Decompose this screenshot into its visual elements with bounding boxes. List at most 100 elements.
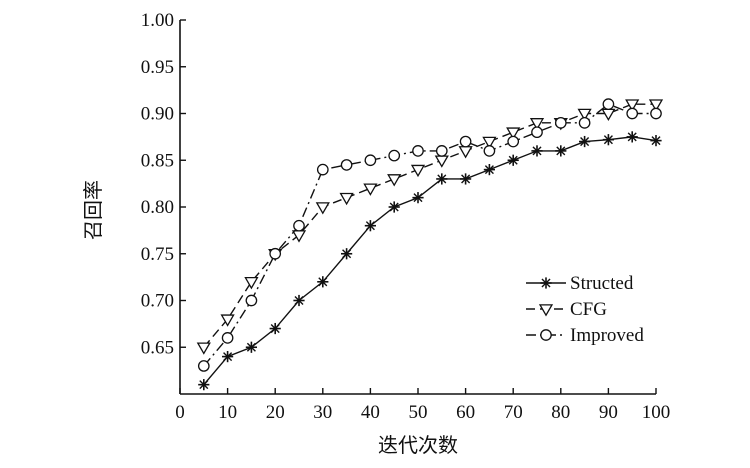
data-point: [364, 154, 377, 167]
star-stroke: [342, 249, 352, 259]
data-point: [460, 173, 472, 185]
x-tick-label: 10: [218, 402, 237, 423]
data-point: [625, 99, 640, 112]
data-point: [269, 247, 282, 260]
data-point: [269, 322, 281, 335]
x-tick-label: 50: [409, 402, 428, 423]
y-tick-label: 0.85: [141, 150, 174, 171]
x-tick-label: 90: [599, 402, 618, 423]
data-point: [531, 126, 543, 139]
axes: 0.65 0.70 0.75 0.80 0.85 0.90 0.95 1.00 0 10 20 30 4…: [141, 10, 671, 423]
star-stroke: [484, 165, 494, 175]
data-point: [244, 276, 259, 290]
series-improved: [197, 98, 662, 372]
x-tick-label: 70: [504, 402, 523, 423]
star-stroke: [413, 193, 423, 203]
data-point: [341, 248, 353, 260]
star-stroke: [651, 136, 661, 146]
data-point: [220, 314, 235, 327]
data-point: [315, 202, 330, 215]
y-tick-label: 0.65: [141, 337, 174, 358]
legend-label: Structed: [570, 273, 634, 294]
star-stroke: [508, 155, 518, 165]
series-structed: [198, 131, 662, 391]
star-stroke: [199, 380, 209, 390]
star-stroke: [294, 295, 304, 306]
y-tick-label: 0.80: [141, 197, 174, 218]
data-point: [507, 135, 520, 148]
star-stroke: [556, 146, 566, 156]
data-point: [529, 118, 545, 131]
y-tick-label: 0.90: [141, 104, 174, 125]
x-tick-label: 80: [551, 402, 570, 423]
star-stroke: [246, 342, 256, 352]
data-point: [626, 107, 639, 120]
legend-item: Improved: [526, 325, 644, 346]
star-stroke: [461, 174, 471, 184]
data-point: [410, 164, 426, 178]
data-point: [602, 98, 615, 111]
star-stroke: [389, 202, 399, 212]
data-point: [531, 145, 543, 157]
data-point: [222, 351, 234, 363]
y-tick-label: 1.00: [141, 10, 174, 31]
data-point: [245, 294, 258, 307]
legend-label: Improved: [570, 325, 644, 346]
data-point: [577, 108, 592, 122]
y-tick-label: 0.75: [141, 244, 174, 265]
data-point: [317, 276, 329, 288]
legend: Structed CFG Improved: [526, 273, 644, 346]
data-point: [387, 174, 402, 187]
data-point: [578, 117, 591, 129]
data-point: [435, 145, 448, 157]
star-stroke: [365, 221, 375, 231]
y-tick-label: 0.70: [141, 291, 174, 312]
y-axis-title: 召回率: [81, 180, 105, 240]
data-point: [602, 134, 614, 146]
data-point: [340, 159, 353, 171]
star-stroke: [437, 174, 447, 184]
data-point: [293, 294, 305, 307]
series-layer: [196, 98, 664, 391]
data-point: [458, 146, 473, 159]
x-tick-label: 0: [175, 402, 185, 423]
data-point: [482, 136, 497, 150]
data-point: [483, 164, 495, 176]
data-point: [554, 117, 567, 129]
data-point: [364, 220, 376, 232]
data-point: [197, 360, 210, 372]
x-tick-label: 20: [266, 402, 285, 423]
data-point: [221, 332, 234, 344]
legend-marker: [540, 277, 552, 289]
star-stroke: [532, 146, 542, 156]
star-stroke: [270, 324, 280, 334]
legend-item: CFG: [526, 299, 607, 320]
data-point: [198, 379, 210, 391]
star-stroke: [318, 277, 328, 287]
data-point: [459, 135, 472, 148]
x-tick-label: 60: [456, 402, 475, 423]
data-point: [601, 108, 616, 122]
series-line: [203, 136, 657, 386]
data-point: [507, 154, 519, 166]
data-point: [555, 145, 567, 157]
data-point: [579, 135, 591, 148]
data-point: [412, 192, 424, 204]
data-point: [436, 173, 448, 185]
x-axis-title: 迭代次数: [378, 433, 458, 457]
star-stroke: [603, 135, 613, 145]
legend-marker: [540, 329, 552, 341]
data-point: [648, 99, 664, 112]
y-tick-label: 0.95: [141, 57, 174, 78]
data-point: [650, 107, 662, 120]
star-stroke: [541, 278, 551, 288]
data-point: [316, 163, 329, 176]
legend-label: CFG: [570, 299, 607, 320]
data-point: [412, 145, 424, 157]
data-point: [339, 192, 354, 206]
star-stroke: [580, 137, 590, 147]
x-tick-label: 100: [642, 402, 671, 423]
data-point: [483, 145, 496, 157]
x-tick-label: 30: [313, 402, 332, 423]
